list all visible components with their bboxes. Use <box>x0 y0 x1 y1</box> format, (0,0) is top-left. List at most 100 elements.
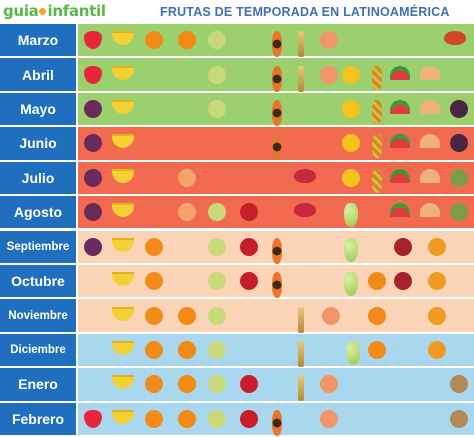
soursop-icon <box>450 203 468 222</box>
logo[interactable]: guia infantil <box>3 2 106 20</box>
orange-icon <box>368 340 386 359</box>
sapote-icon <box>450 375 468 394</box>
peach-icon <box>178 203 196 222</box>
melon-icon <box>420 65 440 80</box>
mandarin-icon <box>178 31 196 50</box>
fig-icon <box>428 237 446 256</box>
cane-icon <box>298 31 304 58</box>
grapefruit-icon <box>320 65 338 84</box>
watermelon-icon <box>390 134 410 149</box>
month-label: Diciembre <box>0 333 76 367</box>
month-row: Diciembre <box>0 333 474 368</box>
mango-icon <box>342 100 360 119</box>
banana-icon <box>112 340 134 355</box>
guava-icon <box>208 340 226 359</box>
pitaya-icon <box>294 203 316 218</box>
strawberry-icon <box>84 65 102 84</box>
orange-icon <box>145 31 163 50</box>
mango-icon <box>342 134 360 153</box>
watermelon-icon <box>390 168 410 183</box>
guava-icon <box>208 65 226 84</box>
cane-icon <box>298 375 304 402</box>
month-label: Noviembre <box>0 299 76 332</box>
banana-icon <box>112 272 134 287</box>
guava-icon <box>208 272 226 291</box>
season-band <box>78 161 474 195</box>
month-row: Agosto <box>0 196 474 230</box>
pineapple-icon <box>372 134 382 159</box>
mangosteen-icon <box>450 100 468 119</box>
logo-left: guia <box>3 2 39 20</box>
plum-icon <box>84 134 102 153</box>
papaya-icon <box>272 272 282 299</box>
apple-icon <box>240 375 258 394</box>
orange-icon <box>145 409 163 428</box>
grapefruit-icon <box>320 375 338 394</box>
month-row: Abril <box>0 58 474 92</box>
guava-icon <box>208 306 226 325</box>
strawberry-icon <box>84 409 102 428</box>
page-title: FRUTAS DE TEMPORADA EN LATINOAMÉRICA <box>160 5 450 19</box>
watermelon-icon <box>390 65 410 80</box>
peach-icon <box>178 168 196 187</box>
soursop-icon <box>450 168 468 187</box>
season-band <box>78 333 474 367</box>
grapes-icon <box>346 340 360 365</box>
banana-icon <box>112 237 134 252</box>
watermelon-icon <box>390 203 410 218</box>
season-band <box>78 368 474 401</box>
grapes-icon <box>344 237 358 262</box>
banana-icon <box>112 306 134 321</box>
papaya-icon <box>272 31 282 58</box>
cane-icon <box>298 306 304 333</box>
grapefruit-icon <box>320 31 338 50</box>
month-label: Septiembre <box>0 230 76 263</box>
banana-icon <box>112 100 134 115</box>
fig-icon <box>428 272 446 291</box>
orange-icon <box>145 375 163 394</box>
cane-icon <box>298 340 304 367</box>
melon-icon <box>420 203 440 218</box>
fig-icon <box>428 306 446 325</box>
month-row: Febrero <box>0 402 474 437</box>
banana-icon <box>112 409 134 424</box>
month-row: Octubre <box>0 264 474 299</box>
papaya-icon <box>272 134 282 161</box>
month-row: Marzo <box>0 24 474 58</box>
fig-icon <box>428 340 446 359</box>
month-label: Enero <box>0 368 76 401</box>
papaya-icon <box>272 409 282 436</box>
pineapple-icon <box>372 100 382 125</box>
grapefruit-icon <box>322 306 340 325</box>
month-label: Febrero <box>0 402 76 435</box>
papaya-icon <box>272 237 282 264</box>
watermelon-icon <box>390 100 410 115</box>
orange-icon <box>145 306 163 325</box>
month-label: Junio <box>0 127 76 160</box>
apple-icon <box>240 409 258 428</box>
month-label: Marzo <box>0 24 76 57</box>
month-row: Mayo <box>0 92 474 127</box>
mangosteen-icon <box>450 134 468 153</box>
papaya-icon <box>272 65 282 92</box>
month-label: Abril <box>0 58 76 91</box>
month-label: Octubre <box>0 264 76 298</box>
banana-icon <box>112 203 134 218</box>
papaya-icon <box>272 100 282 127</box>
mango-icon <box>342 65 360 84</box>
month-row: Enero <box>0 368 474 402</box>
logo-dot-icon <box>39 7 47 15</box>
strawberry-icon <box>84 31 102 50</box>
month-row: Junio <box>0 127 474 161</box>
pomegranate-icon <box>394 272 412 291</box>
orange-icon <box>145 340 163 359</box>
orange-icon <box>368 306 386 325</box>
pitaya-icon <box>294 168 316 183</box>
grapes-icon <box>344 203 358 228</box>
plum-icon <box>84 100 102 119</box>
banana-icon <box>112 65 134 80</box>
season-band <box>78 196 474 229</box>
mandarin-icon <box>178 409 196 428</box>
month-row: Septiembre <box>0 230 474 265</box>
mandarin-icon <box>178 340 196 359</box>
